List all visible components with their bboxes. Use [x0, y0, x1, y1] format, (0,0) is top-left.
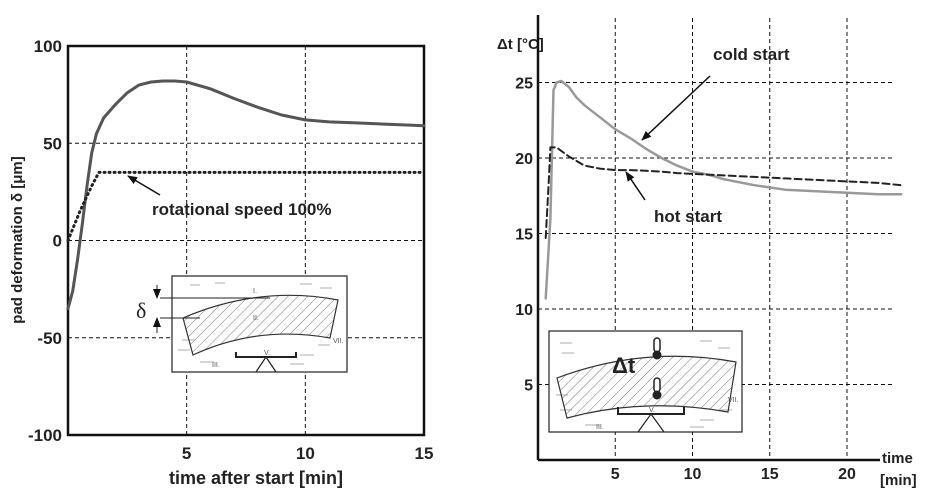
right-x-axis-label: time [min]: [880, 450, 917, 489]
right-x-tick-labels: 5 10 15 20: [611, 466, 856, 483]
right-y-tick-label: 20: [515, 151, 533, 168]
right-y-tick-label: 15: [515, 227, 533, 244]
deformation-series-line: [66, 79, 426, 311]
right-inset-label-iii: III.: [596, 424, 604, 431]
hot-start-series-line: [544, 146, 903, 239]
left-y-tick-label: -50: [37, 329, 62, 348]
right-x-axis-label-line1: time: [882, 450, 913, 467]
left-y-tick-label: -100: [28, 426, 62, 445]
left-inset-label-v: V.: [264, 350, 270, 357]
left-y-tick-label: 0: [53, 232, 62, 251]
right-x-tick-label: 5: [611, 466, 620, 483]
left-inset-bearing-sketch: I. II. III. V. VII. δ: [136, 275, 348, 373]
cold-start-series-line: [544, 79, 903, 300]
right-inset-dt-symbol: Δt: [612, 353, 636, 378]
left-annotation-rotational-speed: rotational speed 100%: [127, 175, 332, 219]
right-grid: [538, 18, 892, 460]
right-x-tick-label: 20: [838, 466, 856, 483]
right-x-tick-label: 10: [684, 466, 702, 483]
right-y-tick-label: 25: [515, 76, 533, 93]
left-series-group: [66, 79, 426, 311]
left-y-tick-label: 50: [43, 134, 62, 153]
left-inset-label-ii: II.: [253, 315, 259, 322]
right-inset-label-vii: VII.: [728, 397, 739, 404]
left-y-axis-label: pad deformation δ [μm]: [9, 156, 26, 323]
left-x-axis-label: time after start [min]: [169, 468, 343, 488]
right-annotation-cold-start: cold start: [641, 45, 790, 141]
left-x-tick-label: 10: [296, 444, 315, 463]
right-inset-label-v: V.: [649, 407, 655, 414]
right-annotation-hot-start: hot start: [625, 171, 722, 226]
left-inset-label-iii: III.: [212, 362, 220, 369]
right-x-tick-label: 15: [761, 466, 779, 483]
deformation-chart: 100 50 0 -50 -100 5 10 15 I. II. III. V.: [9, 37, 433, 488]
left-inset-label-vii: VII.: [333, 338, 344, 345]
thermometer-icon: [652, 377, 662, 400]
left-inset-label-i: I.: [253, 288, 257, 295]
annotation-hot-start: hot start: [654, 207, 722, 226]
right-x-axis-label-line2: [min]: [880, 472, 917, 489]
right-y-axis-label: Δt [°C]: [497, 36, 544, 53]
left-inset-delta-symbol: δ: [136, 298, 146, 323]
rotational-speed-series-line: [66, 170, 426, 242]
annotation-rotational-speed: rotational speed 100%: [152, 200, 332, 219]
left-x-tick-labels: 5 10 15: [182, 444, 434, 463]
left-y-tick-labels: 100 50 0 -50 -100: [28, 37, 62, 445]
left-x-tick-label: 5: [182, 444, 191, 463]
thermometer-icon: [652, 337, 662, 360]
left-y-tick-label: 100: [34, 37, 62, 56]
right-series-group: [544, 79, 903, 300]
temperature-chart: 5 10 15 20 25 5 10 15 20 Δt: [497, 15, 917, 489]
annotation-cold-start: cold start: [713, 45, 790, 64]
right-y-tick-labels: 5 10 15 20 25: [515, 76, 533, 395]
right-y-tick-label: 10: [515, 302, 533, 319]
right-y-tick-label: 5: [524, 378, 533, 395]
left-x-tick-label: 15: [415, 444, 434, 463]
right-inset-bearing-sketch: Δt III. V. VII.: [548, 330, 743, 433]
